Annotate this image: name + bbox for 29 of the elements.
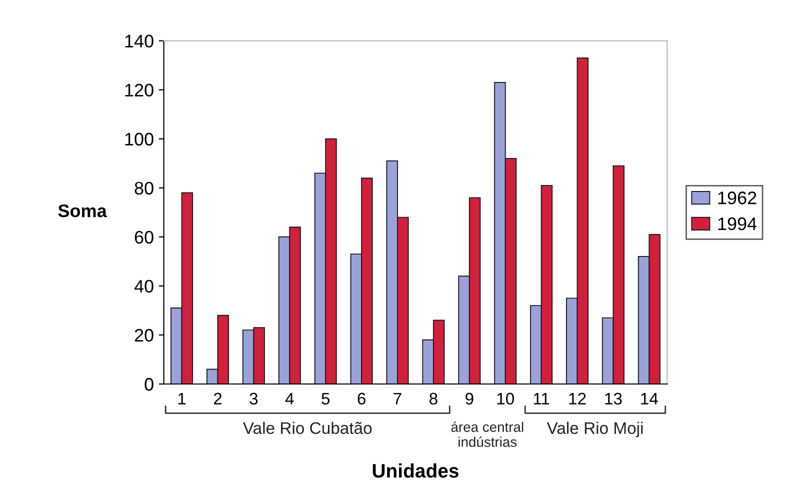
x-tick-label: 14 [641, 392, 658, 404]
x-tick-label: 3 [250, 392, 258, 405]
x-tick-label: 11 [534, 392, 550, 404]
text: Vale Rio Moji [546, 422, 643, 438]
y-tick-label: 80 [134, 182, 154, 195]
x-tick-label: 13 [605, 392, 622, 405]
x-axis-title: Unidades [372, 463, 458, 478]
legend-label: 1962 [718, 192, 756, 204]
y-tick-label: 60 [134, 230, 154, 244]
x-tick-label: 5 [322, 392, 330, 405]
y-tick-label: 20 [134, 328, 154, 342]
x-tick-label: 7 [394, 392, 402, 404]
legend-label: 1994 [718, 217, 757, 230]
y-tick-label: 140 [125, 34, 154, 48]
x-tick-label: 12 [569, 392, 586, 404]
x-tick-label: 10 [497, 392, 514, 405]
x-tick-label: 2 [214, 392, 222, 404]
y-tick-label: 100 [125, 132, 154, 146]
x-tick-label: 6 [358, 392, 366, 405]
y-tick-label: 40 [134, 280, 154, 293]
text: Vale Rio Cubatão [242, 422, 372, 434]
y-tick-label: 0 [144, 378, 154, 391]
x-tick-label: 9 [466, 392, 474, 405]
x-tick-label: 8 [430, 392, 438, 405]
x-tick-label: 4 [285, 392, 294, 404]
text: área central indústrias [451, 422, 524, 447]
x-tick-label: 1 [178, 392, 186, 404]
y-tick-label: 120 [125, 84, 154, 97]
y-axis-title: Soma [58, 204, 107, 218]
